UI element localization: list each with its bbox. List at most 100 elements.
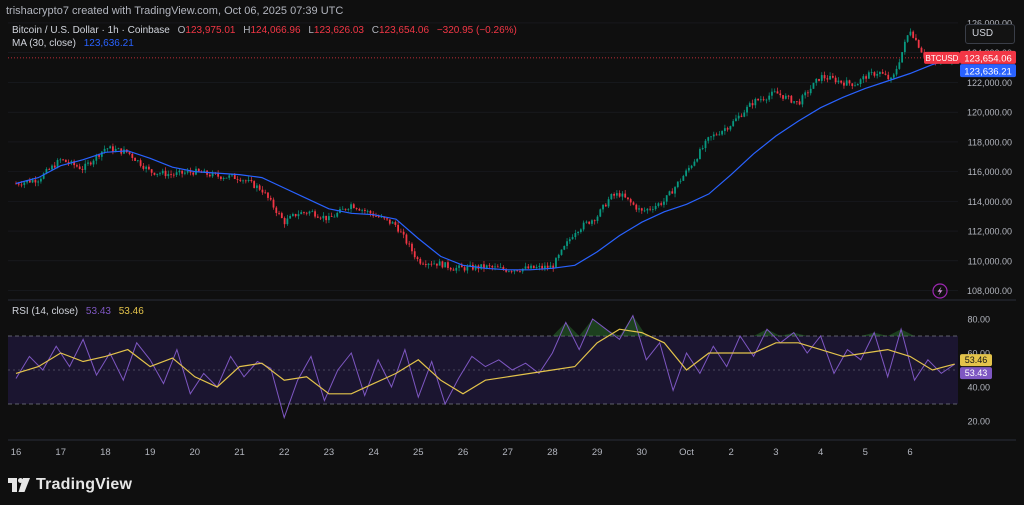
candle-body bbox=[145, 166, 148, 169]
candle-body bbox=[352, 204, 355, 209]
price-tick-label: 108,000.00 bbox=[967, 286, 1012, 296]
candle-body bbox=[729, 126, 732, 130]
candle-body bbox=[17, 183, 20, 185]
candle-body bbox=[186, 171, 189, 173]
candle-body bbox=[452, 269, 455, 271]
candle-body bbox=[627, 197, 629, 200]
candle-body bbox=[239, 179, 242, 181]
candle-body bbox=[167, 174, 170, 177]
candle-body bbox=[363, 209, 366, 211]
candle-body bbox=[643, 210, 646, 212]
candle-body bbox=[117, 148, 120, 150]
candle-body bbox=[272, 199, 275, 208]
candle-body bbox=[757, 99, 760, 101]
candle-body bbox=[67, 162, 70, 164]
candle-body bbox=[831, 75, 834, 78]
candle-body bbox=[682, 175, 685, 181]
candle-body bbox=[765, 99, 768, 101]
candle-body bbox=[804, 92, 807, 96]
rsi-legend-value: 53.43 bbox=[85, 306, 111, 317]
candle-body bbox=[563, 245, 566, 250]
time-tick-label: 26 bbox=[458, 447, 469, 458]
candle-body bbox=[723, 128, 726, 132]
candles bbox=[15, 28, 956, 275]
candle-body bbox=[170, 174, 172, 175]
ma-price-tag: 123,636.21 bbox=[960, 64, 1016, 78]
candle-body bbox=[712, 134, 715, 137]
candle-body bbox=[217, 173, 220, 177]
candle-body bbox=[458, 265, 460, 268]
time-tick-label: 30 bbox=[637, 447, 648, 458]
candle-body bbox=[646, 208, 649, 211]
candle-body bbox=[139, 160, 142, 166]
rsi-last-value: 53.43 bbox=[965, 368, 988, 378]
candle-body bbox=[901, 52, 903, 63]
candle-body bbox=[693, 161, 696, 166]
ma-legend[interactable]: MA (30, close) 123,636.21 bbox=[12, 38, 139, 49]
lightning-icon[interactable] bbox=[932, 283, 948, 299]
candle-body bbox=[668, 191, 671, 196]
candle-body bbox=[333, 216, 336, 218]
candle-body bbox=[779, 93, 782, 96]
candle-body bbox=[527, 266, 530, 269]
candle-body bbox=[715, 134, 718, 136]
candle-body bbox=[892, 74, 895, 78]
candle-body bbox=[253, 181, 256, 188]
candle-body bbox=[386, 218, 388, 220]
candle-body bbox=[496, 266, 499, 268]
candle-body bbox=[884, 73, 887, 75]
rsi-tick-label: 60.00 bbox=[967, 349, 990, 359]
rsi-overbought-fill bbox=[552, 315, 915, 336]
candle-body bbox=[513, 270, 516, 272]
time-tick-label: 22 bbox=[279, 447, 290, 458]
symbol-legend[interactable]: Bitcoin / U.S. Dollar · 1h · Coinbase O1… bbox=[12, 25, 522, 36]
candle-body bbox=[106, 148, 109, 150]
time-axis[interactable]: 16 17 18 19 20 21 22 23 24 25 26 27 28 29 30 Oct 2 3 4 5 6 bbox=[11, 447, 913, 458]
candle-body bbox=[247, 180, 250, 182]
candle-body bbox=[837, 80, 840, 83]
credit-line: trishacrypto7 created with TradingView.c… bbox=[6, 5, 344, 17]
candle-body bbox=[78, 166, 81, 169]
candle-body bbox=[256, 185, 258, 188]
candle-body bbox=[541, 265, 544, 269]
candle-body bbox=[820, 75, 823, 81]
candle-body bbox=[912, 31, 915, 38]
candle-body bbox=[250, 180, 253, 182]
candle-body bbox=[890, 77, 892, 80]
candle-body bbox=[380, 216, 383, 218]
candle-body bbox=[566, 241, 568, 246]
candle-body bbox=[856, 84, 859, 86]
candle-body bbox=[571, 237, 574, 240]
rsi-legend[interactable]: RSI (14, close) 53.43 53.46 bbox=[12, 306, 149, 317]
candle-body bbox=[557, 254, 560, 259]
candle-body bbox=[505, 269, 508, 272]
time-tick-label: 20 bbox=[190, 447, 201, 458]
candle-body bbox=[920, 47, 923, 53]
candle-body bbox=[519, 271, 521, 272]
change-value: −320.95 (−0.26%) bbox=[436, 25, 517, 36]
candle-body bbox=[530, 265, 532, 269]
candle-body bbox=[336, 212, 339, 217]
candle-body bbox=[56, 160, 59, 168]
candle-body bbox=[685, 170, 688, 176]
candle-body bbox=[51, 165, 53, 170]
candle-body bbox=[48, 169, 51, 170]
candle-body bbox=[419, 259, 422, 264]
tradingview-logo[interactable]: TradingView bbox=[8, 474, 132, 496]
rsi-value-tag: 53.43 bbox=[960, 367, 992, 380]
currency-button[interactable]: USD bbox=[965, 24, 1015, 44]
candle-body bbox=[795, 101, 798, 103]
rsi-axis[interactable]: 80.00 60.00 40.00 20.00 bbox=[967, 315, 990, 427]
candle-body bbox=[629, 199, 632, 203]
candle-body bbox=[236, 178, 239, 180]
candle-body bbox=[53, 165, 56, 168]
candle-body bbox=[607, 199, 610, 207]
candle-body bbox=[289, 215, 292, 219]
candle-body bbox=[651, 209, 654, 210]
candle-body bbox=[759, 99, 762, 101]
candle-body bbox=[917, 39, 920, 48]
candle-body bbox=[131, 153, 134, 158]
candle-body bbox=[134, 157, 136, 161]
candle-body bbox=[710, 136, 712, 138]
